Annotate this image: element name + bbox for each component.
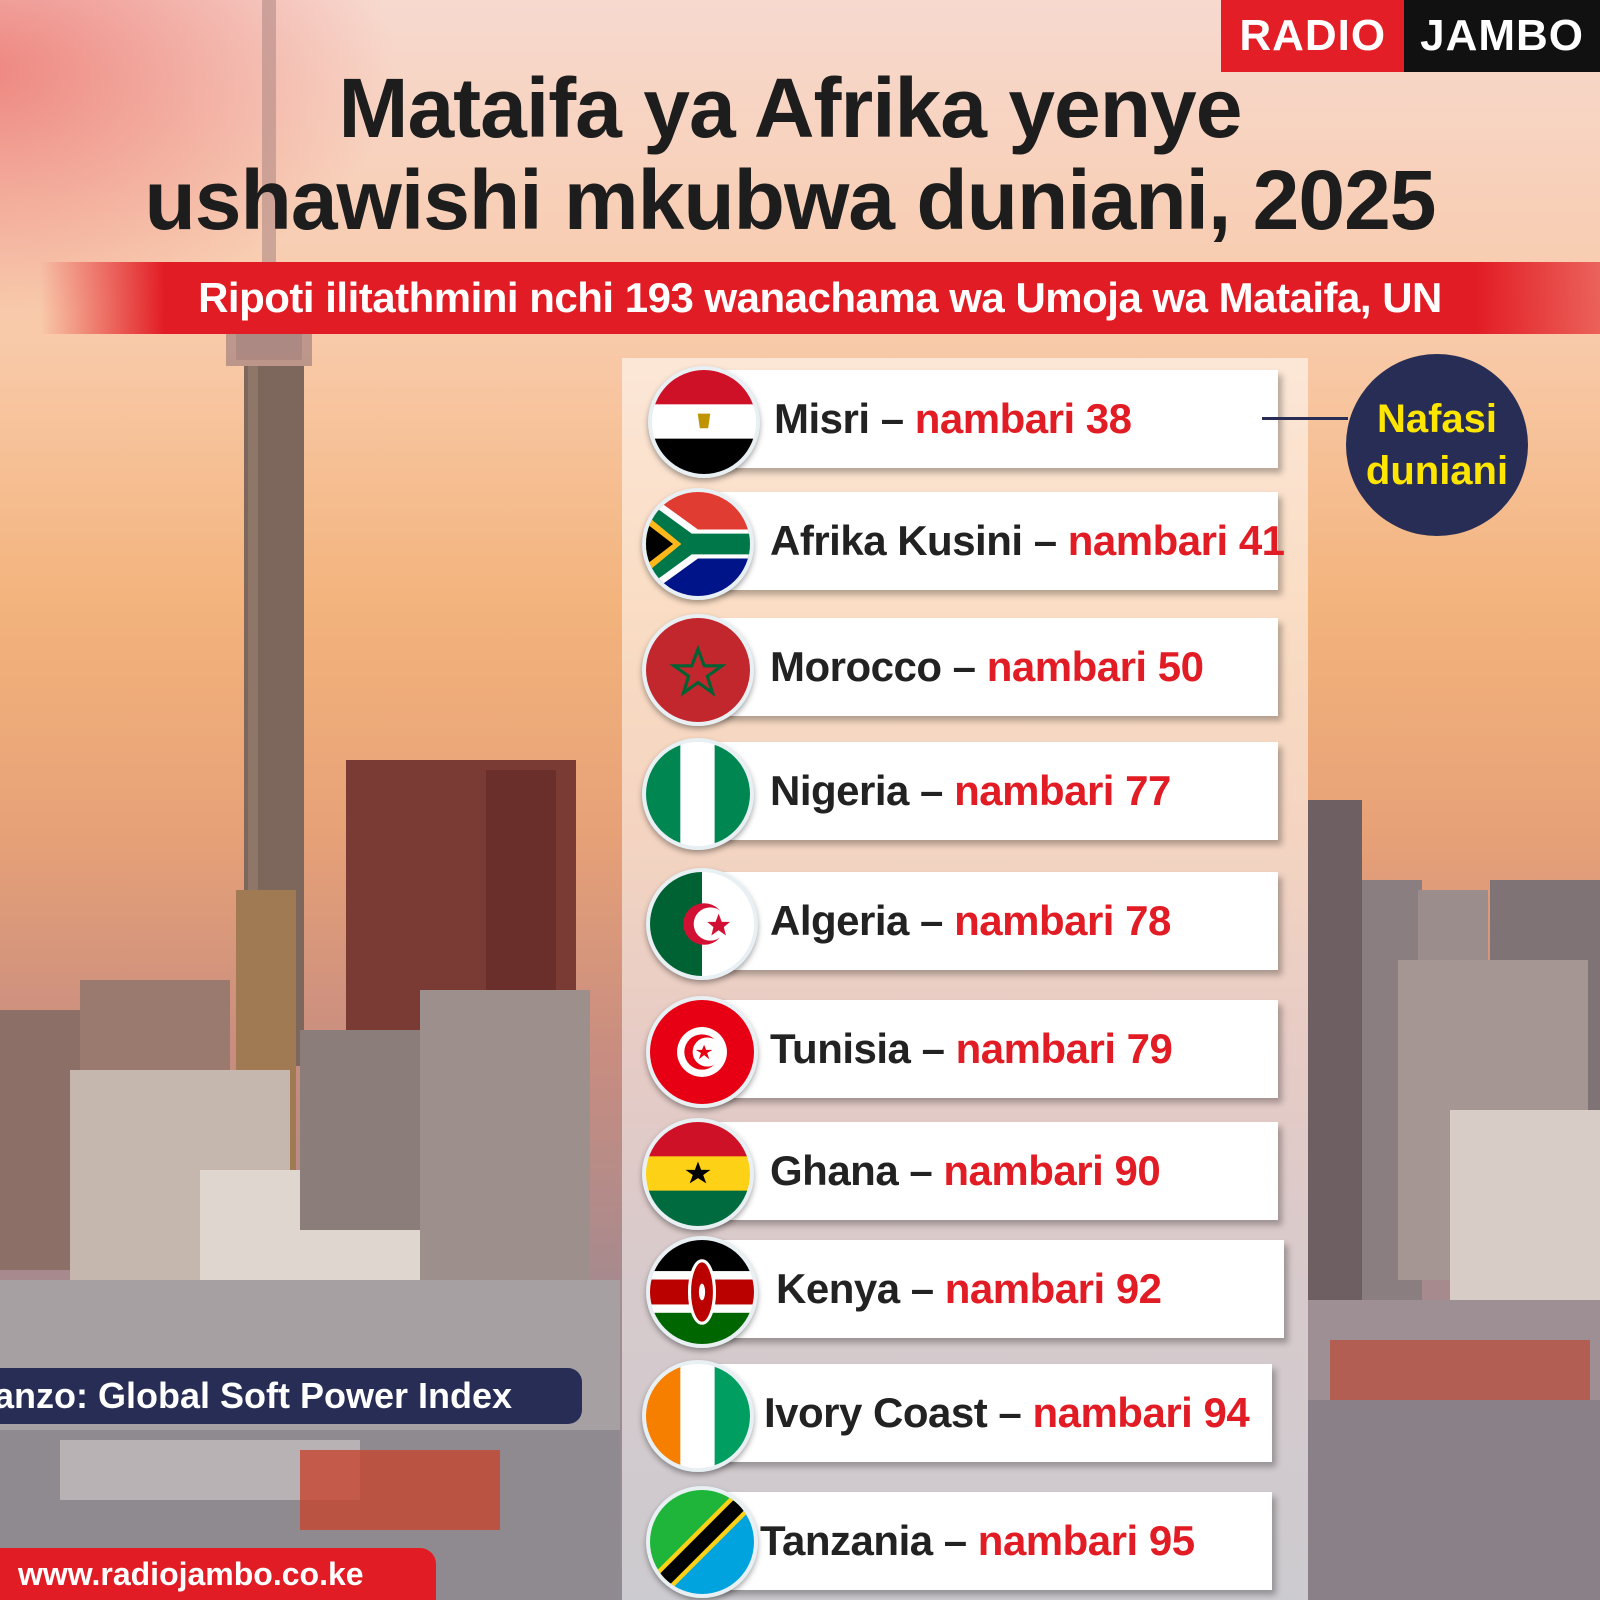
country-name: Misri bbox=[774, 395, 870, 442]
website-url: www.radiojambo.co.ke bbox=[18, 1555, 364, 1592]
country-name: Kenya bbox=[776, 1265, 900, 1312]
rank-text: nambari 79 bbox=[955, 1025, 1173, 1072]
country-name: Tanzania bbox=[760, 1517, 933, 1564]
rank-text: nambari 78 bbox=[954, 897, 1171, 944]
logo-radio-text: RADIO bbox=[1221, 0, 1405, 72]
rank-text: nambari 50 bbox=[986, 643, 1204, 690]
rank-text: nambari 94 bbox=[1032, 1389, 1250, 1436]
page-title: Mataifa ya Afrika yenye ushawishi mkubwa… bbox=[40, 62, 1540, 246]
title-line-2: ushawishi mkubwa duniani, 2025 bbox=[144, 153, 1436, 247]
ghana-flag-icon bbox=[642, 1118, 754, 1230]
ranking-row-tunisia: Tunisia – nambari 79 bbox=[684, 1000, 1278, 1098]
ranking-row-algeria: Algeria – nambari 78 bbox=[684, 872, 1278, 970]
separator: – bbox=[908, 767, 955, 814]
country-name: Algeria bbox=[770, 897, 909, 944]
ranking-row-ivory-coast: Ivory Coast – nambari 94 bbox=[684, 1364, 1272, 1462]
separator: – bbox=[987, 1389, 1033, 1436]
country-name: Afrika Kusini bbox=[770, 517, 1023, 564]
separator: – bbox=[898, 1147, 944, 1194]
subtitle-banner: Ripoti ilitathmini nchi 193 wanachama wa… bbox=[40, 262, 1600, 334]
subtitle-text: Ripoti ilitathmini nchi 193 wanachama wa… bbox=[198, 274, 1442, 321]
rank-text: nambari 41 bbox=[1067, 517, 1285, 564]
badge-line-2: duniani bbox=[1365, 449, 1509, 493]
country-name: Tunisia bbox=[770, 1025, 911, 1072]
website-footer: www.radiojambo.co.ke bbox=[0, 1548, 436, 1600]
separator: – bbox=[908, 897, 955, 944]
algeria-flag-icon bbox=[646, 868, 758, 980]
kenya-flag-icon bbox=[646, 1236, 758, 1348]
ivory-coast-flag-icon bbox=[642, 1360, 754, 1472]
south-africa-flag-icon bbox=[642, 488, 754, 600]
tunisia-flag-icon bbox=[646, 996, 758, 1108]
tanzania-flag-icon bbox=[646, 1486, 758, 1598]
separator: – bbox=[910, 1025, 956, 1072]
ranking-row-morocco: Morocco – nambari 50 bbox=[684, 618, 1278, 716]
ranking-row-tanzania: Tanzania – nambari 95 bbox=[684, 1492, 1272, 1590]
country-name: Ghana bbox=[770, 1147, 899, 1194]
country-name: Nigeria bbox=[770, 767, 909, 814]
morocco-flag-icon bbox=[642, 614, 754, 726]
country-name: Ivory Coast bbox=[764, 1389, 988, 1436]
ranking-row-nigeria: Nigeria – nambari 77 bbox=[684, 742, 1278, 840]
rank-text: nambari 90 bbox=[943, 1147, 1161, 1194]
logo-jambo-text: JAMBO bbox=[1404, 0, 1600, 72]
ranking-row-ghana: Ghana – nambari 90 bbox=[684, 1122, 1278, 1220]
rank-text: nambari 95 bbox=[977, 1517, 1195, 1564]
radio-jambo-logo: RADIO JAMBO bbox=[1221, 0, 1600, 72]
rank-text: nambari 38 bbox=[914, 395, 1132, 442]
separator: – bbox=[899, 1265, 945, 1312]
badge-line-1: Nafasi bbox=[1376, 397, 1498, 441]
ranking-row-kenya: Kenya – nambari 92 bbox=[684, 1240, 1284, 1338]
separator: – bbox=[1022, 517, 1068, 564]
separator: – bbox=[869, 395, 915, 442]
ranking-row-south-africa: Afrika Kusini – nambari 41 bbox=[684, 492, 1285, 590]
separator: – bbox=[941, 643, 987, 690]
badge-connector-line bbox=[1262, 417, 1348, 420]
world-rank-badge: Nafasi duniani bbox=[1346, 354, 1528, 536]
source-label: anzo: Global Soft Power Index bbox=[0, 1368, 582, 1424]
egypt-flag-icon bbox=[648, 366, 760, 478]
country-name: Morocco bbox=[770, 643, 942, 690]
source-text: anzo: Global Soft Power Index bbox=[0, 1375, 513, 1416]
rank-text: nambari 92 bbox=[944, 1265, 1162, 1312]
separator: – bbox=[932, 1517, 978, 1564]
nigeria-flag-icon bbox=[642, 738, 754, 850]
title-line-1: Mataifa ya Afrika yenye bbox=[338, 61, 1242, 155]
ranking-row-egypt: Misri – nambari 38 bbox=[684, 370, 1278, 468]
rank-text: nambari 77 bbox=[954, 767, 1171, 814]
